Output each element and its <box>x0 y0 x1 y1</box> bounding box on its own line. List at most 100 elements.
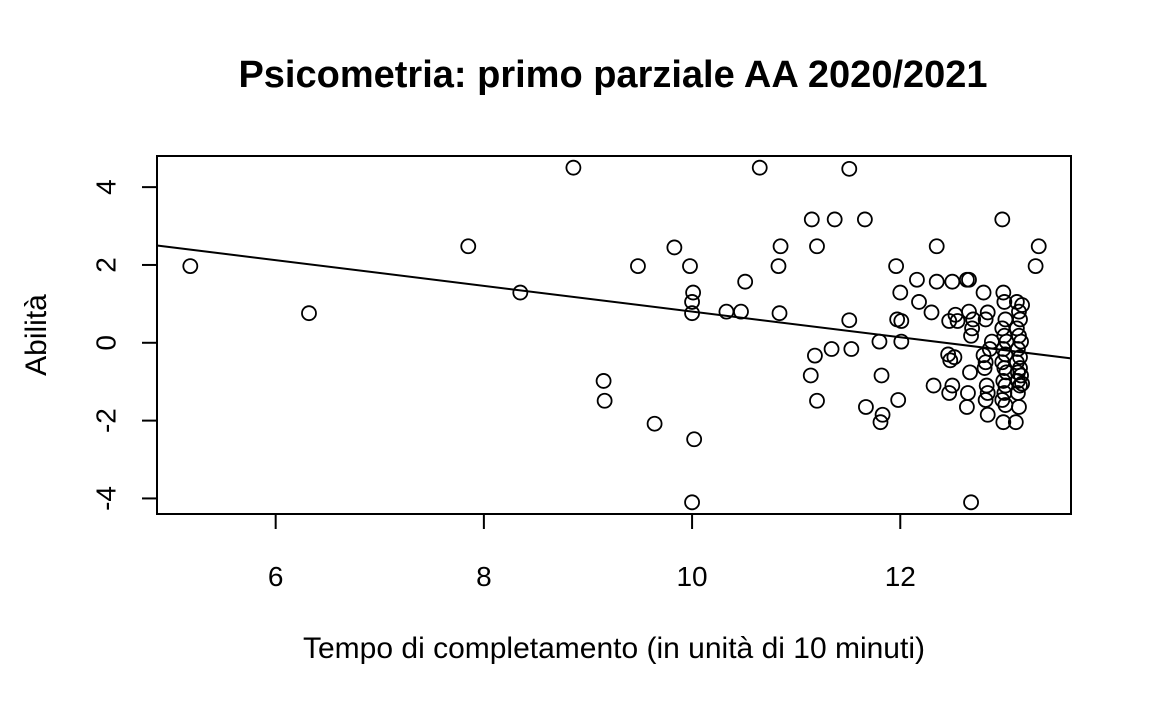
data-point <box>995 284 1012 301</box>
data-point <box>976 360 993 376</box>
data-point <box>962 364 978 381</box>
data-point <box>874 406 891 423</box>
y-axis-label: Abilità <box>20 294 53 376</box>
y-tick-label: -2 <box>90 408 121 433</box>
data-point <box>888 258 905 275</box>
x-tick-label: 8 <box>476 561 492 592</box>
data-point <box>685 284 702 301</box>
data-point <box>925 377 942 394</box>
data-point <box>961 271 977 288</box>
x-tick-label: 6 <box>268 561 284 592</box>
plot-frame <box>156 155 1072 515</box>
data-point <box>684 494 700 511</box>
regression-line <box>156 244 1072 360</box>
data-point <box>858 399 874 415</box>
data-point <box>686 431 703 448</box>
data-point <box>964 320 981 337</box>
data-point <box>871 333 888 350</box>
data-point <box>1014 375 1030 392</box>
data-point <box>807 347 823 364</box>
data-point <box>301 305 317 322</box>
data-point <box>965 311 982 328</box>
data-point <box>958 399 975 415</box>
data-point <box>512 284 529 301</box>
data-point <box>751 159 768 176</box>
x-axis-label: Tempo di completamento (in unità di 10 m… <box>303 632 925 665</box>
data-point <box>946 349 963 366</box>
data-point <box>893 333 910 350</box>
data-point <box>809 392 825 409</box>
data-point <box>802 367 819 384</box>
data-point <box>961 303 977 320</box>
data-point <box>803 211 820 228</box>
regression-line-group <box>156 244 1072 360</box>
data-point <box>928 238 945 255</box>
data-point <box>977 392 994 408</box>
data-point <box>1012 377 1028 394</box>
data-point <box>893 313 910 329</box>
data-point <box>1030 238 1047 255</box>
data-point <box>942 352 959 369</box>
data-point <box>841 160 858 177</box>
data-point <box>182 258 199 275</box>
data-point <box>979 304 996 321</box>
data-point <box>826 211 843 228</box>
x-axis: 6 8 10 12 <box>268 514 916 592</box>
y-axis: -4 -2 0 2 4 <box>90 179 157 511</box>
data-point <box>996 294 1013 310</box>
data-point <box>872 414 889 431</box>
data-point <box>823 341 840 357</box>
data-point <box>565 159 582 176</box>
data-point <box>1011 399 1027 415</box>
data-point <box>684 294 700 310</box>
data-point <box>843 341 860 357</box>
data-point <box>977 311 994 328</box>
data-point <box>733 303 749 320</box>
data-point <box>892 284 909 301</box>
y-tick-label: 2 <box>90 257 121 273</box>
data-point <box>841 312 858 329</box>
data-point <box>771 305 788 322</box>
data-point <box>630 258 646 275</box>
data-point <box>1007 414 1024 431</box>
data-point <box>682 258 698 275</box>
data-point <box>1027 258 1044 275</box>
data-point <box>809 238 825 255</box>
data-point <box>666 239 683 256</box>
data-point <box>595 373 612 389</box>
data-point <box>1013 333 1029 350</box>
data-point <box>856 211 873 228</box>
y-tick-label: 0 <box>90 335 121 351</box>
data-point <box>979 385 996 401</box>
data-point <box>944 377 961 394</box>
data-point <box>975 284 992 301</box>
data-points <box>182 159 1047 511</box>
data-point <box>646 415 663 432</box>
y-tick-label: 4 <box>90 179 121 195</box>
x-tick-label: 12 <box>885 561 916 592</box>
data-point <box>1014 297 1030 313</box>
data-point <box>596 392 613 409</box>
y-tick-label: -4 <box>90 486 121 511</box>
data-point <box>772 238 789 255</box>
data-point <box>963 327 979 344</box>
data-point <box>737 273 754 290</box>
data-point <box>460 238 477 255</box>
data-point <box>911 294 927 310</box>
data-point <box>979 406 996 423</box>
data-point <box>928 273 945 290</box>
data-point <box>960 385 976 401</box>
data-point <box>890 392 907 408</box>
data-point <box>770 258 787 275</box>
data-point <box>923 304 940 321</box>
chart-title: Psicometria: primo parziale AA 2020/2021 <box>238 54 988 96</box>
data-point <box>994 211 1011 228</box>
data-point <box>995 414 1012 431</box>
data-point <box>684 305 700 322</box>
data-point <box>944 273 961 290</box>
data-point <box>963 494 979 511</box>
data-point <box>909 271 925 288</box>
data-point <box>873 367 890 384</box>
x-tick-label: 10 <box>676 561 707 592</box>
